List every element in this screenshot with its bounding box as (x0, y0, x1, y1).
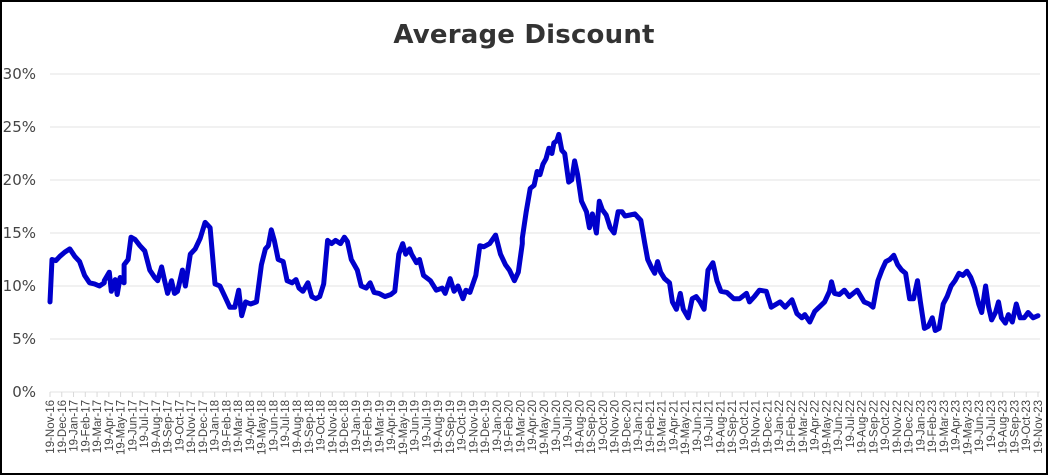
x-tick-label: 19-May-23 (962, 400, 974, 455)
x-tick-label: 19-Mar-19 (374, 400, 386, 453)
x-tick-label: 19-Oct-18 (316, 400, 328, 451)
x-tick-label: 19-Feb-23 (927, 400, 939, 453)
x-tick-label: 19-Oct-17 (174, 400, 186, 451)
x-tick-label: 19-Jun-19 (410, 400, 422, 452)
x-tick-label: 19-Sep-17 (163, 400, 175, 454)
x-tick-label: 19-Oct-19 (457, 400, 469, 451)
x-tick-label: 19-Jan-23 (915, 400, 927, 452)
x-tick-label: 19-Jul-23 (986, 400, 998, 448)
x-tick-label: 19-Jan-19 (351, 400, 363, 452)
x-tick-label: 19-Nov-19 (468, 400, 480, 454)
x-tick-label: 19-Feb-22 (786, 400, 798, 453)
x-tick-label: 19-Jul-18 (280, 400, 292, 448)
x-tick-label: 19-May-18 (257, 400, 269, 455)
y-tick-label: 20% (3, 171, 36, 189)
x-tick-label: 19-Jun-22 (833, 400, 845, 452)
y-tick-label: 15% (3, 224, 36, 242)
x-tick-label: 19-May-17 (116, 400, 128, 455)
y-tick-label: 25% (3, 118, 36, 136)
x-tick-label: 19-Dec-17 (198, 400, 210, 454)
x-tick-label: 19-Nov-21 (751, 400, 763, 454)
x-tick-label: 19-Jan-21 (633, 400, 645, 452)
x-tick-label: 19-Apr-19 (386, 400, 398, 451)
x-tick-label: 19-Apr-23 (951, 400, 963, 451)
x-tick-label: 19-Nov-22 (892, 400, 904, 454)
x-tick-label: 19-Mar-17 (92, 400, 104, 453)
x-tick-label: 19-Apr-21 (668, 400, 680, 451)
y-tick-label: 5% (12, 330, 36, 348)
gridlines (50, 73, 1040, 393)
x-tick-label: 19-Sep-23 (1009, 400, 1021, 454)
x-tick-label: 19-Aug-21 (715, 400, 727, 454)
x-tick-label: 19-May-20 (539, 400, 551, 455)
x-tick-label: 19-Feb-18 (221, 400, 233, 453)
x-tick-label: 19-May-22 (821, 400, 833, 455)
x-tick-label: 19-Jul-20 (563, 400, 575, 448)
x-tick-label: 19-Dec-19 (480, 400, 492, 454)
x-tick-label: 19-Mar-22 (798, 400, 810, 453)
x-tick-label: 19-May-21 (680, 400, 692, 455)
x-tick-label: 19-Mar-20 (515, 400, 527, 453)
x-tick-label: 19-Jan-17 (69, 400, 81, 452)
x-tick-label: 19-Oct-21 (739, 400, 751, 451)
x-tick-label: 19-Jul-19 (421, 400, 433, 448)
x-tick-label: 19-Aug-18 (292, 400, 304, 454)
x-tick-label: 19-Feb-17 (80, 400, 92, 453)
x-tick-label: 19-Dec-18 (339, 400, 351, 454)
x-tick-label: 19-Jul-22 (845, 400, 857, 448)
x-tick-label: 19-Oct-23 (1021, 400, 1033, 451)
x-tick-label: 19-Sep-22 (868, 400, 880, 454)
x-tick-label: 19-Jul-17 (139, 400, 151, 448)
x-tick-label: 19-Jun-20 (551, 400, 563, 452)
x-tick-label: 19-Dec-21 (762, 400, 774, 454)
x-axis-tick-labels: 19-Nov-16 19-Dec-16 19-Jan-17 19-Feb-17 19-M… (45, 392, 1045, 455)
y-tick-label: 30% (3, 65, 36, 83)
y-tick-label: 0% (12, 383, 36, 401)
x-tick-label: 19-Nov-18 (327, 400, 339, 454)
x-tick-label: 19-Jun-21 (692, 400, 704, 452)
x-tick-label: 19-Apr-18 (245, 400, 257, 451)
x-tick-label: 19-Aug-20 (574, 400, 586, 454)
chart-title: Average Discount (393, 20, 655, 50)
x-tick-label: 19-May-19 (398, 400, 410, 455)
x-tick-label: 19-Nov-23 (1033, 400, 1045, 454)
y-tick-label: 10% (3, 277, 36, 295)
x-tick-label: 19-Dec-20 (621, 400, 633, 454)
x-tick-label: 19-Jan-20 (492, 400, 504, 452)
x-tick-label: 19-Jan-18 (210, 400, 222, 452)
x-tick-label: 19-Sep-18 (304, 400, 316, 454)
x-tick-label: 19-Apr-22 (810, 400, 822, 451)
x-tick-label: 19-Jun-23 (974, 400, 986, 452)
x-tick-label: 19-Apr-17 (104, 400, 116, 451)
x-tick-label: 19-Sep-21 (727, 400, 739, 454)
x-tick-label: 19-Aug-22 (857, 400, 869, 454)
x-tick-label: 19-Aug-23 (998, 400, 1010, 454)
x-tick-label: 19-Aug-17 (151, 400, 163, 454)
x-tick-label: 19-Nov-17 (186, 400, 198, 454)
x-tick-label: 19-Jun-18 (268, 400, 280, 452)
x-tick-label: 19-Nov-20 (610, 400, 622, 454)
x-tick-label: 19-Oct-22 (880, 400, 892, 451)
x-tick-label: 19-Mar-23 (939, 400, 951, 453)
x-tick-label: 19-Feb-19 (363, 400, 375, 453)
x-tick-label: 19-Oct-20 (598, 400, 610, 451)
x-tick-label: 19-Sep-19 (445, 400, 457, 454)
x-tick-label: 19-Nov-16 (45, 400, 57, 454)
average-discount-line (47, 131, 1041, 333)
x-tick-label: 19-Jul-21 (704, 400, 716, 448)
x-tick-label: 19-Mar-18 (233, 400, 245, 453)
x-tick-label: 19-Feb-21 (645, 400, 657, 453)
x-tick-label: 19-Jan-22 (774, 400, 786, 452)
y-axis-tick-labels: 0% 5% 10% 15% 20% 25% 30% (3, 65, 36, 401)
x-tick-label: 19-Sep-20 (586, 400, 598, 454)
x-tick-label: 19-Dec-22 (904, 400, 916, 454)
x-tick-label: 19-Dec-16 (57, 400, 69, 454)
x-tick-label: 19-Jun-17 (127, 400, 139, 452)
x-tick-label: 19-Aug-19 (433, 400, 445, 454)
x-tick-label: 19-Feb-20 (504, 400, 516, 453)
x-tick-label: 19-Mar-21 (657, 400, 669, 453)
x-tick-label: 19-Apr-20 (527, 400, 539, 451)
